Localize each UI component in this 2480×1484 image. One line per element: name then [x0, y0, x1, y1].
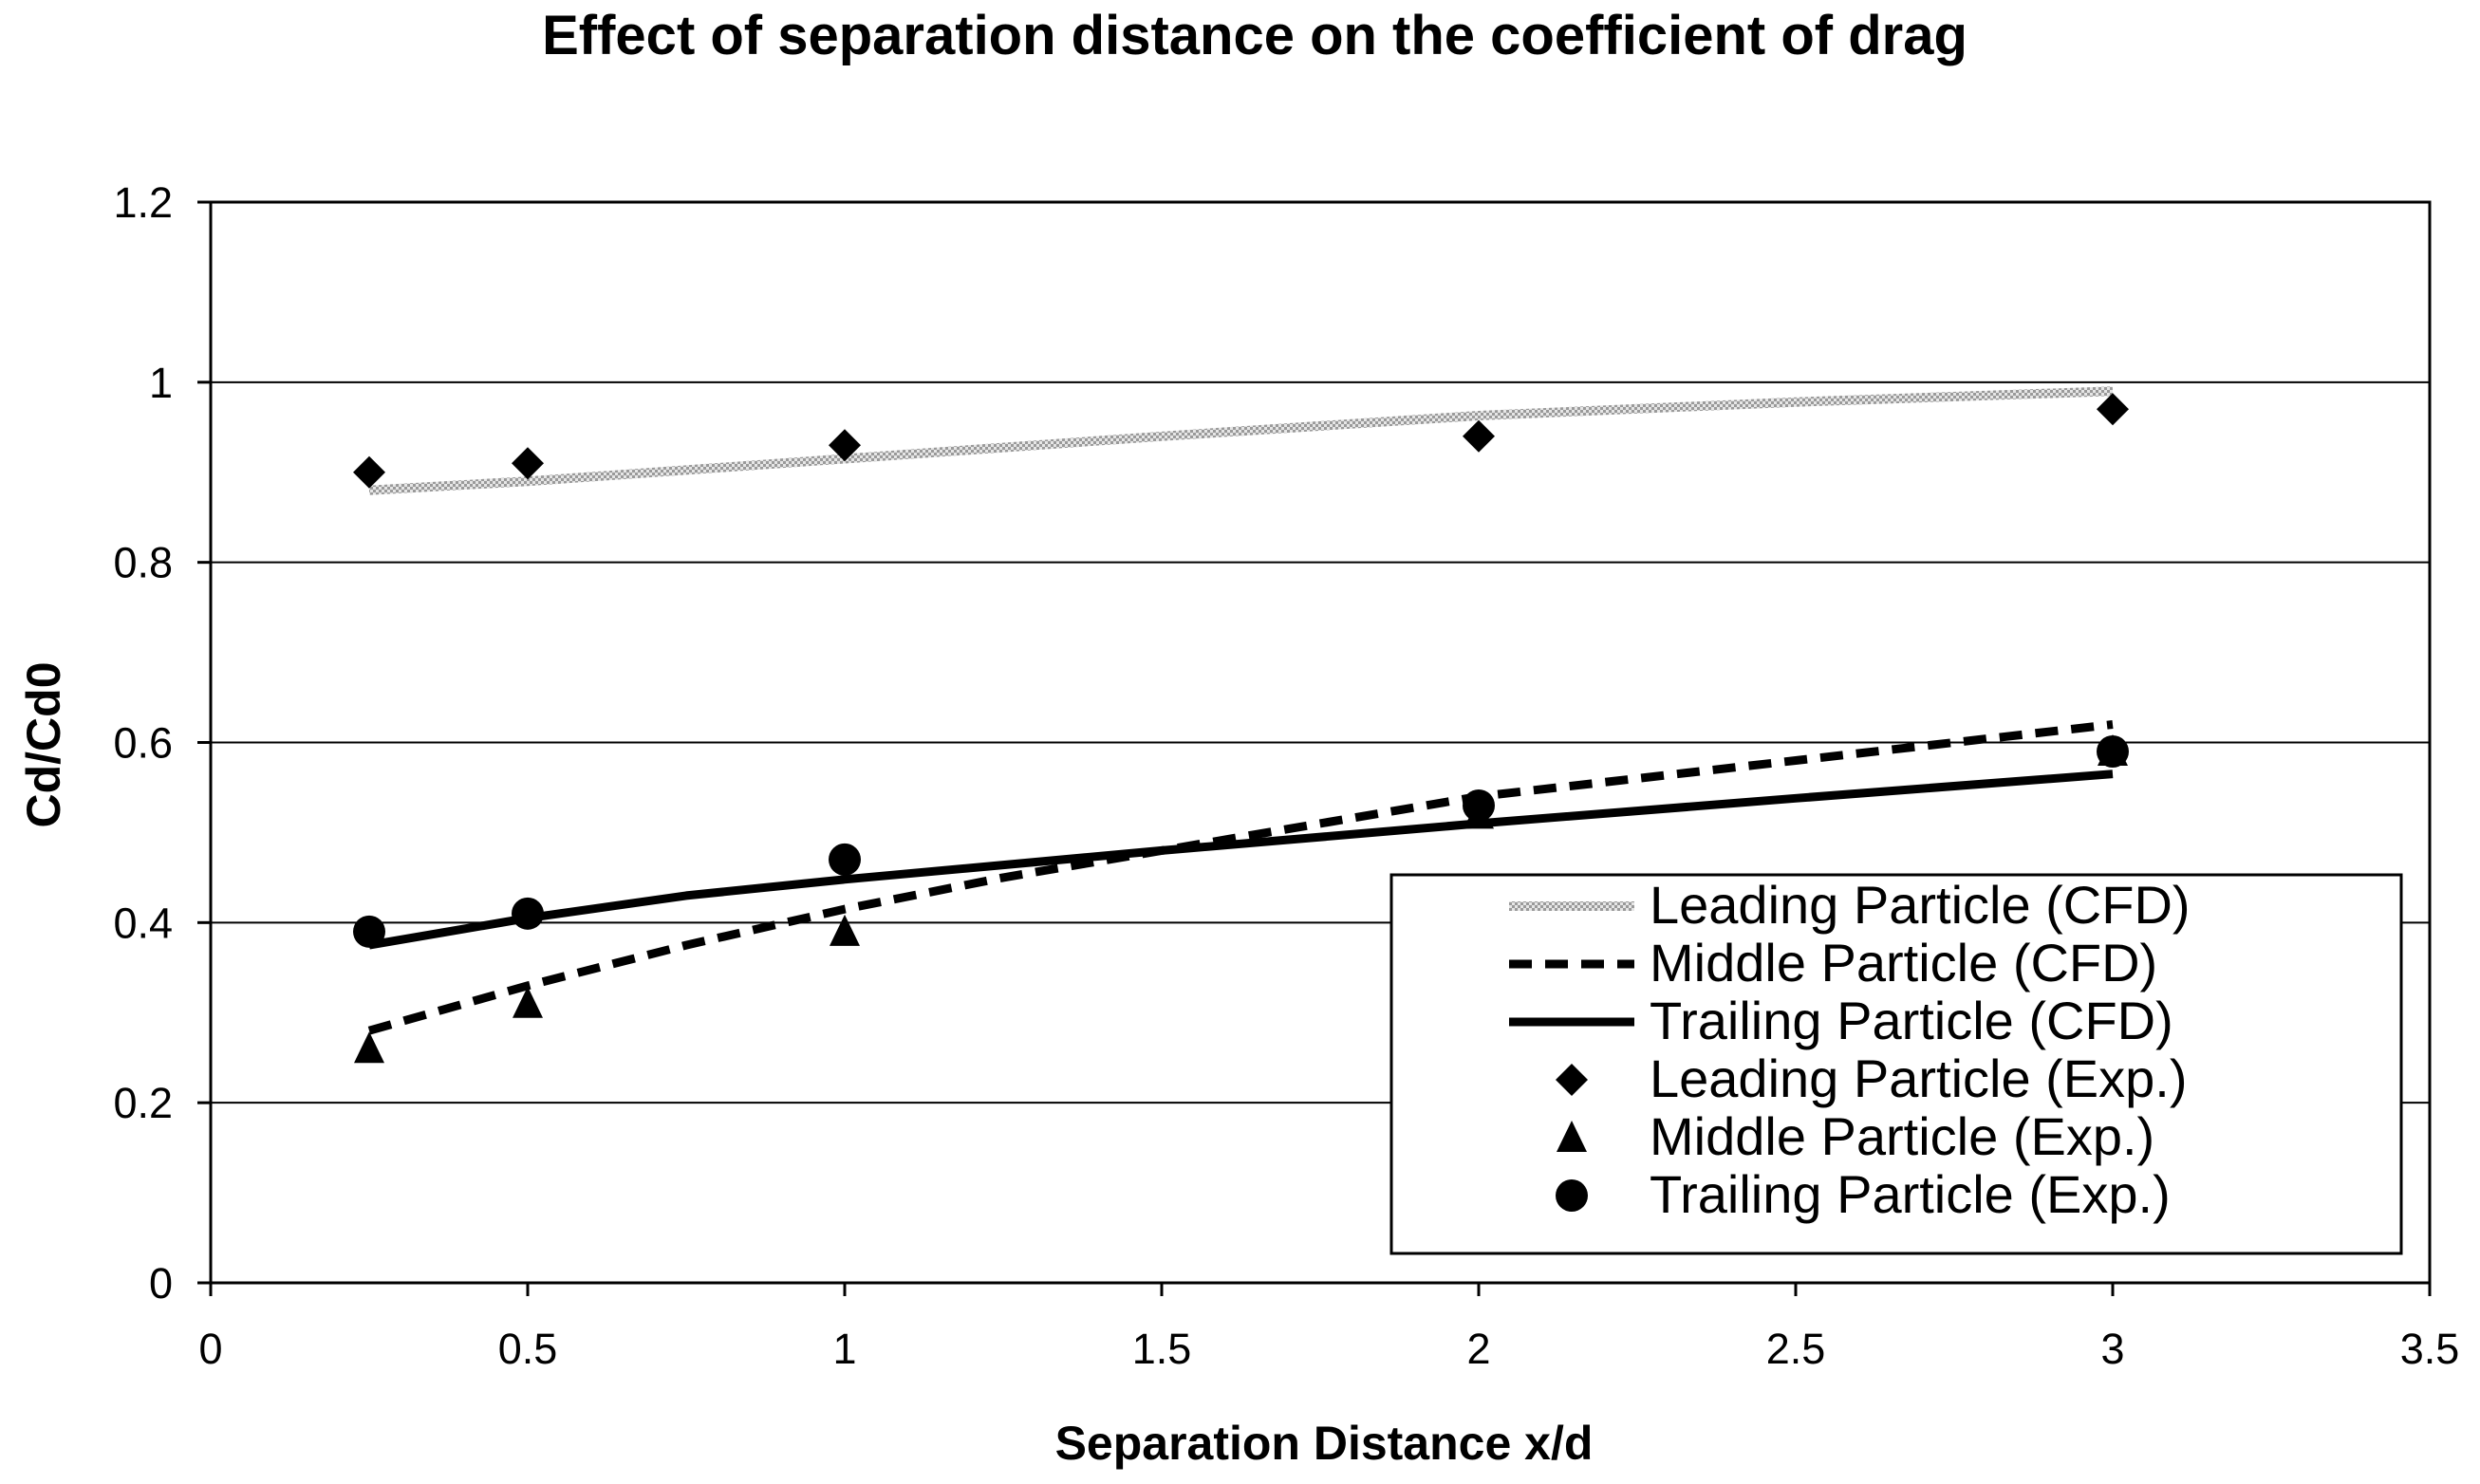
- series-markers: [353, 393, 2129, 1064]
- data-point-circle: [353, 915, 385, 948]
- y-axis-title: Cd/Cd0: [17, 662, 70, 828]
- data-point-triangle: [354, 1031, 384, 1064]
- series-lines: [367, 386, 2114, 1035]
- data-point-circle: [1463, 788, 1495, 822]
- series-line: [368, 770, 2114, 950]
- x-axis-ticks: 0 0.5 1 1.5 2 2.5 3 3.5: [198, 1283, 2459, 1373]
- y-tick-label: 1.2: [113, 178, 173, 227]
- data-point-triangle: [513, 986, 543, 1018]
- y-tick-label: 1: [149, 359, 173, 407]
- x-tick-label: 2.5: [1766, 1325, 1826, 1373]
- y-tick-label: 0.2: [113, 1079, 173, 1127]
- series-line: [368, 386, 2114, 495]
- x-tick-label: 2: [1466, 1325, 1490, 1373]
- y-tick-label: 0.4: [113, 899, 173, 947]
- legend-label: Trailing Particle (CFD): [1650, 991, 2173, 1050]
- x-tick-label: 0: [198, 1325, 222, 1373]
- y-tick-label: 0.8: [113, 539, 173, 587]
- data-point-diamond: [829, 429, 861, 462]
- data-point-diamond: [2097, 393, 2129, 426]
- x-axis-title: Separation Distance x/d: [1055, 1417, 1594, 1470]
- legend-swatch-triangle: [1557, 1121, 1587, 1152]
- series-line: [367, 720, 2114, 1035]
- legend-swatch-diamond: [1556, 1064, 1588, 1096]
- y-tick-label: 0.6: [113, 719, 173, 768]
- x-tick-label: 3: [2100, 1325, 2124, 1373]
- y-tick-label: 0: [149, 1259, 173, 1308]
- data-point-circle: [829, 843, 861, 876]
- legend: Leading Particle (CFD)Middle Particle (C…: [1389, 873, 2403, 1255]
- legend-label: Leading Particle (CFD): [1650, 875, 2191, 935]
- data-point-diamond: [353, 455, 385, 489]
- legend-label: Middle Particle (CFD): [1650, 933, 2157, 992]
- legend-swatch-circle: [1556, 1179, 1588, 1212]
- y-axis-ticks: 0 0.2 0.4 0.6 0.8 1 1.2: [113, 178, 211, 1308]
- data-point-circle: [2097, 734, 2129, 768]
- legend-label: Trailing Particle (Exp.): [1650, 1164, 2171, 1224]
- chart-title: Effect of separation distance on the coe…: [542, 5, 1967, 66]
- data-point-diamond: [1463, 419, 1495, 453]
- x-tick-label: 0.5: [498, 1325, 558, 1373]
- x-tick-label: 1: [832, 1325, 856, 1373]
- x-tick-label: 1.5: [1132, 1325, 1192, 1373]
- legend-label: Middle Particle (Exp.): [1650, 1106, 2154, 1166]
- data-point-circle: [512, 897, 544, 930]
- legend-label: Leading Particle (Exp.): [1650, 1048, 2188, 1108]
- data-point-diamond: [512, 447, 544, 480]
- data-point-triangle: [830, 914, 860, 946]
- x-tick-label: 3.5: [2400, 1325, 2460, 1373]
